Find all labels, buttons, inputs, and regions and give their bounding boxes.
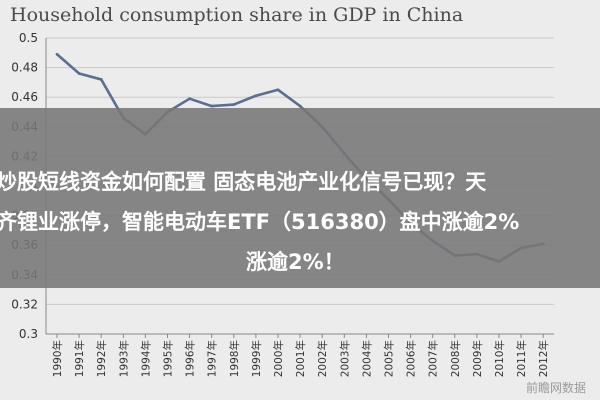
- x-tick-label: 2010年: [493, 340, 506, 377]
- x-tick-label: 2000年: [272, 340, 285, 377]
- x-tick-label: 2007年: [427, 340, 440, 377]
- data-point: [77, 72, 81, 75]
- chart-title: Household consumption share in GDP in Ch…: [10, 4, 464, 26]
- x-tick-label: 1990年: [51, 340, 64, 377]
- y-tick-label: 0.32: [11, 297, 38, 311]
- headline-overlay[interactable]: 炒股短线资金如何配置 固态电池产业化信号已现？天 齐锂业涨停，智能电动车ETF（…: [0, 108, 600, 288]
- headline-line-1: 炒股短线资金如何配置 固态电池产业化信号已现？天: [0, 170, 487, 194]
- x-tick-label: 2008年: [449, 340, 462, 377]
- y-tick-label: 0.3: [19, 327, 38, 341]
- headline-line-3: 涨逾2%！: [246, 250, 345, 274]
- headline-line-2: 齐锂业涨停，智能电动车ETF（516380）盘中涨逾2%: [0, 210, 520, 234]
- x-tick-labels: 1990年 1991年 1992年 1993年 1994年 1995年 1996年 1997年…: [51, 340, 550, 377]
- data-point: [210, 104, 214, 108]
- x-tick-label: 1993年: [117, 340, 130, 377]
- x-tick-label: 2004年: [360, 340, 373, 377]
- x-tick-label: 1999年: [250, 340, 263, 377]
- x-tick-label: 1995年: [162, 340, 175, 377]
- data-point: [298, 104, 302, 108]
- data-point: [276, 88, 280, 92]
- x-tick-label: 2002年: [316, 340, 329, 377]
- x-tick-label: 2012年: [537, 340, 550, 377]
- data-point: [188, 97, 192, 101]
- y-tick-label: 0.48: [11, 61, 38, 75]
- y-tick-label: 0.5: [19, 31, 38, 45]
- x-tick-label: 2003年: [338, 340, 351, 377]
- y-tick-label: 0.46: [11, 90, 38, 104]
- x-tick-label: 1998年: [228, 340, 241, 377]
- x-tick-label: 2005年: [383, 340, 396, 377]
- x-tick-label: 1996年: [184, 340, 197, 377]
- x-tick-label: 2001年: [294, 340, 307, 377]
- x-tick-label: 2011年: [515, 340, 528, 377]
- data-point: [254, 94, 258, 98]
- x-tick-label: 1994年: [139, 340, 152, 377]
- data-point: [99, 78, 103, 81]
- x-tick-label: 2006年: [405, 340, 418, 377]
- x-tick-label: 1992年: [95, 340, 108, 377]
- x-tick-label: 1991年: [73, 340, 86, 377]
- watermark: 前瞻网数据: [525, 381, 586, 395]
- x-tick-label: 1997年: [206, 340, 219, 377]
- data-point: [55, 52, 59, 56]
- data-point: [232, 103, 236, 106]
- x-tick-label: 2009年: [471, 340, 484, 377]
